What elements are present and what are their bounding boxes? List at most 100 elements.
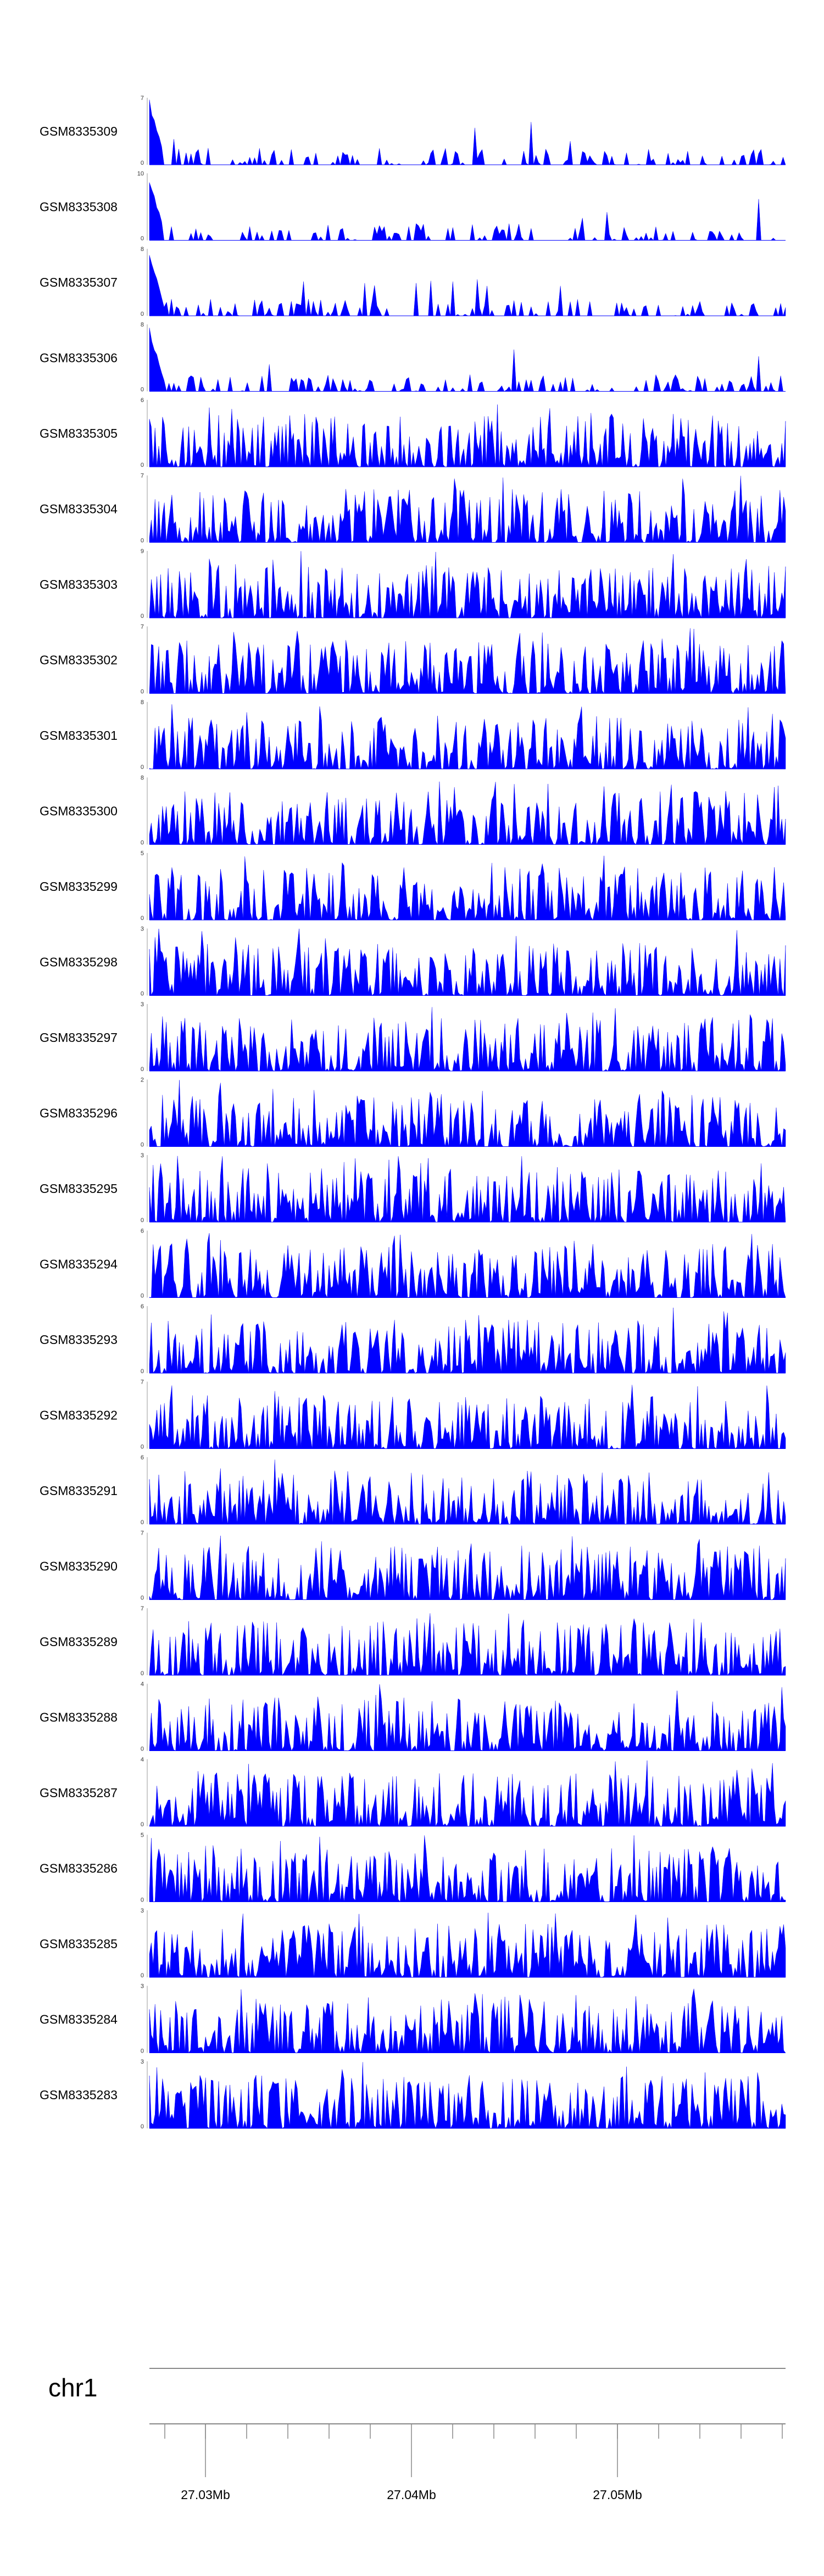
coverage-area bbox=[149, 2062, 786, 2129]
track-label: GSM8335303 bbox=[40, 577, 118, 592]
axis-major-ticks: 27.03Mb 27.04Mb 27.05Mb bbox=[181, 2424, 642, 2502]
track-GSM8335285: GSM8335285 3 0 bbox=[40, 1908, 786, 1979]
coverage-area bbox=[149, 1613, 786, 1676]
y-max-tick-label: 7 bbox=[141, 1379, 144, 1386]
coverage-area bbox=[149, 1684, 786, 1752]
track-label: GSM8335294 bbox=[40, 1257, 118, 1272]
y-min-tick-label: 0 bbox=[141, 613, 144, 620]
track-label: GSM8335299 bbox=[40, 879, 118, 894]
y-min-tick-label: 0 bbox=[141, 387, 144, 393]
axis-tick-label: 27.05Mb bbox=[593, 2488, 642, 2502]
track-GSM8335292: GSM8335292 7 0 bbox=[40, 1379, 786, 1451]
coverage-area bbox=[149, 1760, 786, 1827]
track-GSM8335303: GSM8335303 9 0 bbox=[40, 548, 786, 620]
coverage-area bbox=[149, 99, 786, 165]
y-min-tick-label: 0 bbox=[141, 915, 144, 922]
track-label: GSM8335291 bbox=[40, 1484, 118, 1498]
y-min-tick-label: 0 bbox=[141, 538, 144, 544]
coverage-area bbox=[149, 255, 786, 316]
y-max-tick-label: 3 bbox=[141, 1983, 144, 1990]
coverage-area bbox=[149, 327, 786, 392]
y-max-tick-label: 8 bbox=[141, 246, 144, 253]
track-label: GSM8335285 bbox=[40, 1937, 118, 1951]
coverage-area bbox=[149, 855, 786, 921]
y-max-tick-label: 7 bbox=[141, 624, 144, 631]
track-label: GSM8335293 bbox=[40, 1332, 118, 1347]
y-max-tick-label: 8 bbox=[141, 775, 144, 782]
y-max-tick-label: 6 bbox=[141, 397, 144, 404]
coverage-area bbox=[149, 1007, 786, 1072]
track-GSM8335304: GSM8335304 7 0 bbox=[40, 473, 786, 544]
y-min-tick-label: 0 bbox=[141, 1142, 144, 1148]
track-GSM8335306: GSM8335306 8 0 bbox=[40, 322, 786, 393]
y-max-tick-label: 4 bbox=[141, 1757, 144, 1763]
track-GSM8335287: GSM8335287 4 0 bbox=[40, 1757, 786, 1828]
track-label: GSM8335296 bbox=[40, 1106, 118, 1120]
y-max-tick-label: 6 bbox=[141, 1454, 144, 1461]
y-min-tick-label: 0 bbox=[141, 1519, 144, 1526]
track-GSM8335286: GSM8335286 5 0 bbox=[40, 1832, 786, 1904]
y-max-tick-label: 10 bbox=[137, 171, 144, 177]
track-GSM8335284: GSM8335284 3 0 bbox=[40, 1983, 786, 2055]
coverage-area bbox=[149, 1988, 786, 2054]
y-max-tick-label: 4 bbox=[141, 1681, 144, 1688]
y-min-tick-label: 0 bbox=[141, 160, 144, 166]
track-GSM8335298: GSM8335298 3 0 bbox=[40, 926, 786, 997]
coverage-area bbox=[149, 1156, 786, 1223]
y-min-tick-label: 0 bbox=[141, 1595, 144, 1602]
track-label: GSM8335298 bbox=[40, 955, 118, 969]
track-label: GSM8335301 bbox=[40, 728, 118, 743]
track-GSM8335291: GSM8335291 6 0 bbox=[40, 1454, 786, 1526]
y-max-tick-label: 8 bbox=[141, 699, 144, 706]
y-min-tick-label: 0 bbox=[141, 689, 144, 695]
track-GSM8335289: GSM8335289 7 0 bbox=[40, 1605, 786, 1677]
track-GSM8335293: GSM8335293 6 0 bbox=[40, 1303, 786, 1375]
track-label: GSM8335297 bbox=[40, 1030, 118, 1045]
track-label: GSM8335304 bbox=[40, 502, 118, 516]
coverage-area bbox=[149, 1835, 786, 1903]
axis-tick-label: 27.03Mb bbox=[181, 2488, 230, 2502]
y-min-tick-label: 0 bbox=[141, 840, 144, 846]
chromosome-label: chr1 bbox=[48, 2373, 97, 2402]
track-GSM8335305: GSM8335305 6 0 bbox=[40, 397, 786, 469]
track-GSM8335309: GSM8335309 7 0 bbox=[40, 95, 786, 166]
track-label: GSM8335283 bbox=[40, 2088, 118, 2102]
track-GSM8335307: GSM8335307 8 0 bbox=[40, 246, 786, 317]
y-max-tick-label: 2 bbox=[141, 1077, 144, 1084]
y-min-tick-label: 0 bbox=[141, 1217, 144, 1224]
y-max-tick-label: 6 bbox=[141, 1303, 144, 1310]
coverage-area bbox=[149, 1080, 786, 1147]
y-min-tick-label: 0 bbox=[141, 1821, 144, 1828]
y-max-tick-label: 7 bbox=[141, 1605, 144, 1612]
coverage-area bbox=[149, 551, 786, 618]
y-min-tick-label: 0 bbox=[141, 1897, 144, 1904]
y-min-tick-label: 0 bbox=[141, 1444, 144, 1451]
y-min-tick-label: 0 bbox=[141, 1972, 144, 1979]
coverage-area bbox=[149, 476, 786, 543]
track-label: GSM8335302 bbox=[40, 653, 118, 667]
y-max-tick-label: 7 bbox=[141, 95, 144, 102]
track-label: GSM8335290 bbox=[40, 1559, 118, 1574]
y-max-tick-label: 5 bbox=[141, 1832, 144, 1839]
y-min-tick-label: 0 bbox=[141, 1066, 144, 1073]
track-label: GSM8335289 bbox=[40, 1635, 118, 1649]
y-min-tick-label: 0 bbox=[141, 1746, 144, 1753]
track-label: GSM8335300 bbox=[40, 804, 118, 818]
axis-tick-label: 27.04Mb bbox=[387, 2488, 436, 2502]
track-GSM8335297: GSM8335297 3 0 bbox=[40, 1001, 786, 1073]
track-label: GSM8335292 bbox=[40, 1408, 118, 1423]
coverage-area bbox=[149, 1459, 786, 1525]
y-min-tick-label: 0 bbox=[141, 236, 144, 242]
track-label: GSM8335308 bbox=[40, 200, 118, 214]
y-max-tick-label: 6 bbox=[141, 1228, 144, 1235]
coverage-tracks: GSM833530970GSM8335308100GSM833530780GSM… bbox=[40, 95, 786, 2130]
coverage-area bbox=[149, 928, 786, 996]
y-max-tick-label: 3 bbox=[141, 1152, 144, 1159]
track-GSM8335296: GSM8335296 2 0 bbox=[40, 1077, 786, 1148]
track-label: GSM8335305 bbox=[40, 426, 118, 441]
axis-minor-ticks bbox=[164, 2424, 783, 2439]
y-max-tick-label: 3 bbox=[141, 1908, 144, 1914]
y-min-tick-label: 0 bbox=[141, 2048, 144, 2055]
chromosome-axis: chr1 27.03Mb 27.04Mb 27.05Mb bbox=[48, 2368, 786, 2502]
